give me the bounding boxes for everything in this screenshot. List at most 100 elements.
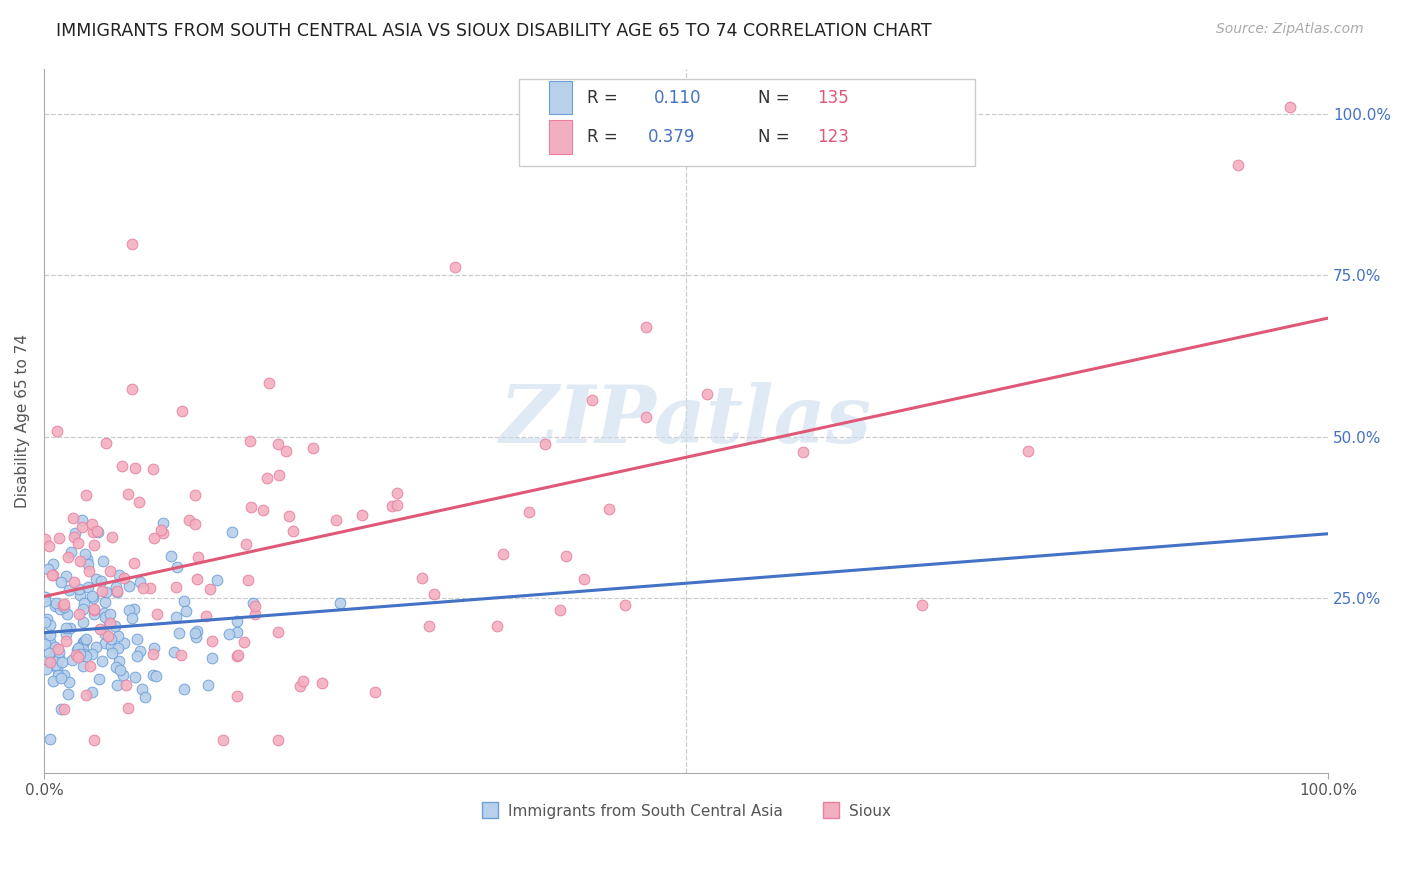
Point xyxy=(352,508,374,523)
Point xyxy=(252,503,274,517)
Point xyxy=(49,671,72,685)
Point xyxy=(581,392,603,407)
Point xyxy=(274,443,297,458)
Point xyxy=(62,510,84,524)
Text: IMMIGRANTS FROM SOUTH CENTRAL ASIA VS SIOUX DISABILITY AGE 65 TO 74 CORRELATION : IMMIGRANTS FROM SOUTH CENTRAL ASIA VS SI… xyxy=(56,22,932,40)
Point xyxy=(243,607,266,621)
FancyBboxPatch shape xyxy=(548,80,572,114)
Point xyxy=(124,602,146,616)
Point xyxy=(198,582,221,596)
Point xyxy=(218,627,240,641)
Point xyxy=(49,574,72,589)
Point xyxy=(105,585,128,599)
Point xyxy=(75,648,97,663)
Point xyxy=(42,557,65,571)
Point xyxy=(225,649,247,664)
Point xyxy=(125,648,148,663)
Point xyxy=(492,547,515,561)
Point xyxy=(225,624,247,639)
Point xyxy=(38,731,60,746)
Point xyxy=(197,678,219,692)
Point xyxy=(634,320,657,334)
Point xyxy=(139,581,162,595)
Point xyxy=(82,591,104,605)
Point xyxy=(100,632,122,647)
Point xyxy=(97,629,120,643)
Point xyxy=(94,436,117,450)
Point xyxy=(104,619,127,633)
Point xyxy=(152,526,174,541)
Point xyxy=(107,629,129,643)
Point xyxy=(184,488,207,502)
Point xyxy=(176,604,198,618)
Point xyxy=(82,684,104,698)
Point xyxy=(94,595,117,609)
Point xyxy=(267,625,290,640)
Point xyxy=(574,572,596,586)
Point xyxy=(121,382,143,396)
Point xyxy=(486,618,509,632)
Point xyxy=(443,260,465,274)
Point xyxy=(37,562,59,576)
Text: N =: N = xyxy=(758,88,794,106)
Point xyxy=(283,524,305,538)
Point xyxy=(1017,443,1039,458)
Point xyxy=(101,530,124,544)
Point xyxy=(76,557,98,571)
Point xyxy=(167,626,190,640)
Point xyxy=(87,672,110,686)
Point xyxy=(91,554,114,568)
Point xyxy=(269,467,291,482)
Point xyxy=(72,615,94,629)
Point xyxy=(83,607,105,621)
Point xyxy=(34,615,56,629)
Point xyxy=(67,536,90,550)
Point xyxy=(533,437,555,451)
Point xyxy=(38,646,60,660)
Point xyxy=(290,680,312,694)
Point xyxy=(60,545,83,559)
Point xyxy=(186,624,208,639)
Point xyxy=(117,700,139,714)
Point xyxy=(149,523,172,537)
Point xyxy=(259,376,281,391)
Point xyxy=(82,524,104,539)
Point xyxy=(143,641,166,656)
Point xyxy=(73,596,96,610)
Point xyxy=(243,599,266,614)
Point xyxy=(72,602,94,616)
Point xyxy=(598,501,620,516)
Point xyxy=(45,658,67,673)
Point xyxy=(105,581,128,595)
Point xyxy=(183,516,205,531)
Text: R =: R = xyxy=(588,88,628,106)
Point xyxy=(98,615,121,630)
Point xyxy=(242,596,264,610)
Point xyxy=(80,517,103,532)
Point xyxy=(121,611,143,625)
FancyBboxPatch shape xyxy=(548,120,572,154)
Point xyxy=(49,602,72,616)
Point xyxy=(55,569,77,583)
Point xyxy=(636,409,658,424)
Point xyxy=(48,651,70,665)
Point xyxy=(240,500,263,514)
Text: 0.110: 0.110 xyxy=(654,88,702,106)
Point xyxy=(87,524,110,539)
Point xyxy=(201,651,224,665)
Point xyxy=(67,582,90,596)
Point xyxy=(62,530,84,544)
Point xyxy=(169,648,191,662)
Point xyxy=(45,645,67,659)
Point xyxy=(128,644,150,658)
Point xyxy=(98,615,121,630)
Point xyxy=(83,733,105,747)
Point xyxy=(38,540,60,554)
Point xyxy=(111,458,134,473)
Point xyxy=(134,690,156,704)
Point xyxy=(696,386,718,401)
Point xyxy=(55,627,77,641)
Point xyxy=(55,634,77,648)
Point xyxy=(311,676,333,690)
Point xyxy=(212,733,235,747)
